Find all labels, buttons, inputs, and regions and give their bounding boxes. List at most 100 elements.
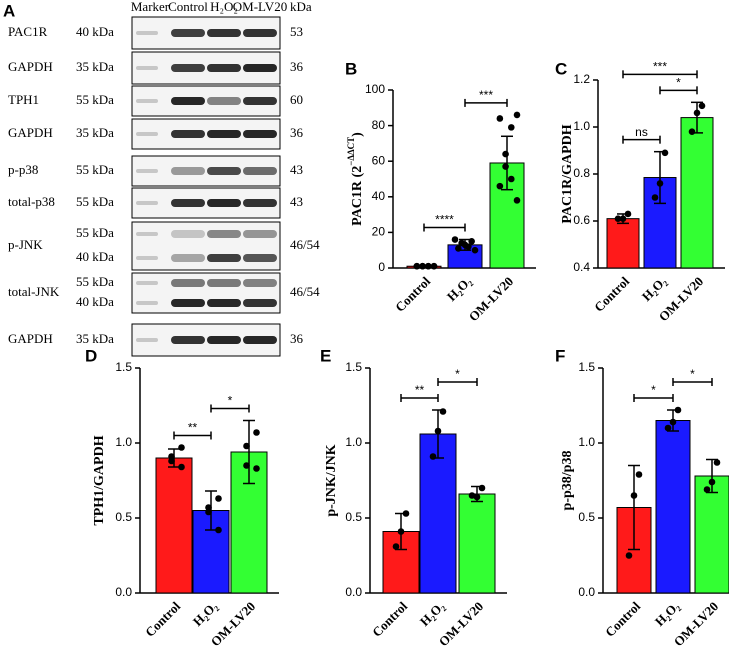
- data-point: [708, 478, 716, 486]
- data-point: [698, 102, 706, 110]
- y-tick-label: 1.0: [345, 435, 362, 449]
- panel-label: D: [85, 346, 97, 365]
- y-tick-label: 60: [372, 153, 386, 167]
- data-point: [424, 262, 432, 270]
- marker-band: [136, 66, 158, 70]
- band: [243, 199, 277, 207]
- row-label: PAC1R: [8, 24, 48, 39]
- data-point: [507, 124, 515, 131]
- y-tick-label: 0.0: [115, 585, 132, 599]
- marker-kda: 55 kDa: [76, 274, 114, 289]
- bar: [155, 457, 193, 594]
- row-label: TPH1: [8, 92, 39, 107]
- significance-bracket: [659, 86, 698, 95]
- marker-kda: 55 kDa: [76, 162, 114, 177]
- marker-band: [136, 281, 158, 285]
- significance-label: **: [188, 421, 198, 435]
- x-tick-label: Control: [591, 273, 632, 314]
- y-axis-label: p-p38/p38: [560, 451, 575, 511]
- x-tick-label: Control: [142, 598, 183, 639]
- band: [171, 299, 205, 307]
- marker-band: [136, 201, 158, 205]
- data-point: [471, 246, 479, 254]
- band: [207, 230, 241, 238]
- marker-band: [136, 256, 158, 260]
- y-tick-label: 0: [378, 260, 385, 274]
- marker-kda: 40 kDa: [76, 24, 114, 39]
- bar: [458, 493, 496, 594]
- significance-label: *: [651, 383, 656, 397]
- marker-band: [136, 232, 158, 236]
- y-tick-label: 1.5: [345, 360, 362, 374]
- data-point: [215, 526, 222, 534]
- size-label: 43: [290, 194, 303, 209]
- marker-band: [136, 99, 158, 103]
- band: [207, 254, 241, 262]
- data-point: [513, 197, 521, 204]
- marker-kda: 35 kDa: [76, 59, 114, 74]
- data-point: [392, 543, 400, 550]
- y-tick-label: 0.6: [573, 213, 590, 227]
- data-point: [434, 427, 442, 435]
- y-axis-label: p-JNK/JNK: [324, 444, 339, 516]
- significance-bracket: [464, 98, 508, 107]
- data-point: [402, 510, 410, 517]
- y-axis-label: TPH1/GAPDH: [92, 435, 107, 525]
- y-axis-label-text: TPH1/GAPDH: [92, 435, 107, 525]
- row-label: p-JNK: [8, 237, 43, 252]
- row-label: total-JNK: [8, 284, 60, 299]
- data-point: [205, 508, 212, 516]
- band: [207, 64, 241, 72]
- significance-bracket: [210, 404, 250, 413]
- error-bar: [243, 419, 255, 485]
- significance-bracket: [633, 394, 674, 402]
- data-point: [619, 215, 627, 222]
- lane-header: Marker: [131, 0, 170, 14]
- y-axis-label-text: p-JNK/JNK: [324, 444, 339, 516]
- data-point: [669, 418, 677, 426]
- data-point: [713, 459, 721, 466]
- band: [243, 299, 277, 307]
- data-point: [243, 462, 250, 469]
- y-tick-label: 1.2: [573, 72, 590, 86]
- y-tick-label: 0.4: [573, 260, 590, 274]
- lane-header: H₂O₂: [210, 0, 238, 14]
- size-label: 36: [290, 59, 304, 74]
- y-axis-label-suffix: ): [350, 132, 365, 137]
- x-tick-label: Control: [392, 273, 433, 314]
- data-point: [451, 236, 459, 243]
- band: [171, 64, 205, 72]
- marker-band: [136, 169, 158, 173]
- significance-label: *: [690, 367, 695, 381]
- bar: [606, 218, 640, 269]
- y-axis-label: PAC1R/GAPDH: [560, 124, 575, 223]
- marker-kda: 35 kDa: [76, 125, 114, 140]
- x-tick-label: H₂O₂: [639, 274, 669, 304]
- data-point: [430, 262, 438, 270]
- panel-label: C: [555, 59, 567, 78]
- y-tick-label: 1.5: [578, 360, 595, 374]
- y-tick-label: 0.5: [578, 510, 595, 524]
- data-point: [473, 493, 481, 501]
- band: [243, 167, 277, 175]
- significance-label: **: [415, 383, 425, 397]
- data-point: [419, 262, 426, 270]
- row-label: p-p38: [8, 162, 38, 177]
- marker-band: [136, 132, 158, 136]
- size-label: 60: [290, 92, 303, 107]
- y-axis-label-text: PAC1R (2: [350, 166, 365, 226]
- x-tick-label: H₂O₂: [417, 599, 447, 629]
- error-bar: [628, 464, 640, 551]
- band: [207, 97, 241, 105]
- error-bar: [501, 135, 513, 191]
- row-label: GAPDH: [8, 125, 53, 140]
- y-tick-label: 1.0: [578, 435, 595, 449]
- marker-kda: 40 kDa: [76, 294, 114, 309]
- band: [207, 299, 241, 307]
- band: [171, 29, 205, 37]
- data-point: [502, 150, 509, 158]
- band: [243, 230, 277, 238]
- band: [207, 279, 241, 287]
- data-point: [688, 128, 696, 135]
- row-label: total-p38: [8, 194, 55, 209]
